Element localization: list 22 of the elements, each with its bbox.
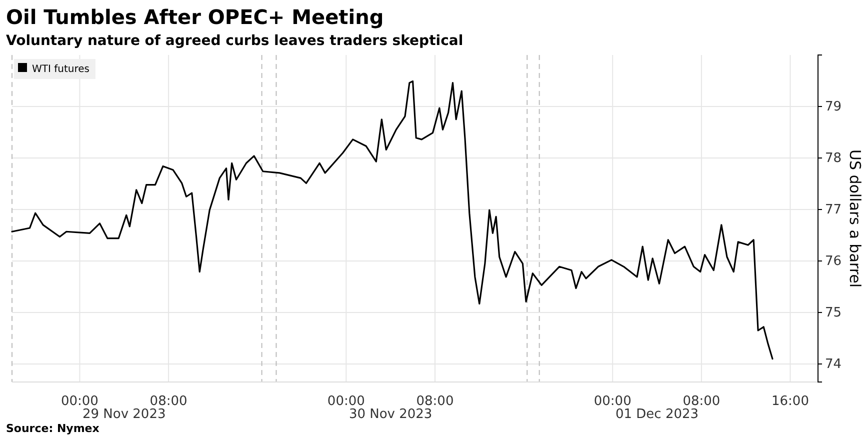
chart-subtitle: Voluntary nature of agreed curbs leaves traders skeptical	[6, 33, 464, 49]
x-tick-label: 08:00	[150, 394, 188, 410]
x-tick-label: 00:00	[60, 394, 98, 410]
x-tick-label: 08:00	[682, 394, 720, 410]
x-tick-label: 00:00	[327, 394, 365, 410]
y-axis-title: US dollars a barrel	[846, 149, 864, 288]
y-tick-label: 75	[825, 306, 842, 321]
y-tick-label: 78	[825, 151, 842, 166]
chart-title: Oil Tumbles After OPEC+ Meeting	[6, 5, 384, 29]
y-tick-label: 74	[825, 357, 842, 372]
y-tick-label: 77	[825, 202, 842, 218]
x-tick-label: 00:00	[594, 394, 632, 410]
line-series	[11, 80, 774, 360]
x-tick-label: 08:00	[416, 394, 454, 410]
y-tick-label: 76	[825, 254, 842, 270]
text: 29 Nov 2023	[82, 407, 166, 422]
text: 01 Dec 2023	[616, 407, 699, 422]
text: 30 Nov 2023	[348, 407, 432, 422]
source-note: Source: Nymex	[6, 422, 100, 435]
legend-label: WTI futures	[32, 64, 90, 75]
y-tick-label: 79	[825, 100, 842, 115]
x-tick-label: 16:00	[772, 394, 809, 410]
